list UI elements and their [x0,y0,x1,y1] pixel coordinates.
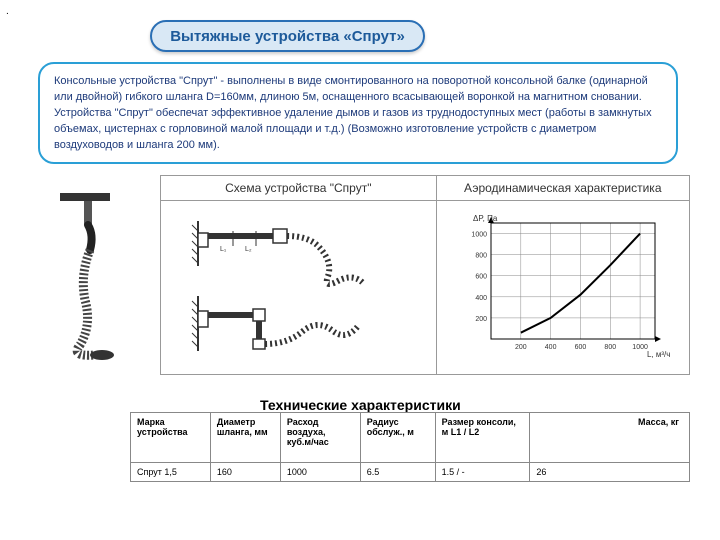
product-image [30,175,160,375]
content-row: Схема устройства "Спрут" Аэродинамическа… [30,175,690,375]
page-title: Вытяжные устройства «Спрут» [170,28,405,45]
schematic-cell: L₁ L₂ [161,200,437,374]
svg-text:200: 200 [475,316,487,323]
diagram-header-right: Аэродинамическая характеристика [436,176,689,201]
corner-dot: . [6,6,9,17]
svg-text:800: 800 [475,252,487,259]
svg-text:L₂: L₂ [245,246,252,253]
spec-d5: 1.5 / - [435,463,530,482]
spec-d2: 160 [210,463,280,482]
spec-d6: 26 [530,463,690,482]
spec-h5: Размер консоли, м L1 / L2 [435,413,530,463]
sprut-device-icon [50,185,140,365]
svg-text:200: 200 [515,344,527,351]
schematic-icon: L₁ L₂ [178,211,418,361]
spec-data-row: Спрут 1,5 160 1000 6.5 1.5 / - 26 [131,463,690,482]
spec-h1: Марка устройства [131,413,211,463]
spec-h2: Диаметр шланга, мм [210,413,280,463]
spec-h6: Масса, кг [530,413,690,463]
spec-h4: Радиус обслуж., м [360,413,435,463]
svg-text:800: 800 [604,344,616,351]
spec-header-row: Марка устройства Диаметр шланга, мм Расх… [131,413,690,463]
spec-d3: 1000 [280,463,360,482]
spec-table: Марка устройства Диаметр шланга, мм Расх… [130,412,690,482]
title-pill: Вытяжные устройства «Спрут» [150,20,425,52]
svg-text:600: 600 [574,344,586,351]
svg-text:1000: 1000 [471,231,487,238]
spec-d4: 6.5 [360,463,435,482]
svg-text:400: 400 [545,344,557,351]
aero-chart-icon: 200 400 600 800 1000 200 400 600 800 1000 ΔP, Па L,… [453,211,673,361]
diagram-header-left: Схема устройства "Спрут" [161,176,437,201]
svg-text:400: 400 [475,295,487,302]
svg-text:L₁: L₁ [220,246,227,253]
svg-text:ΔP, Па: ΔP, Па [473,214,498,223]
diagram-table: Схема устройства "Спрут" Аэродинамическа… [160,175,690,375]
svg-text:600: 600 [475,274,487,281]
spec-h3: Расход воздуха, куб.м/час [280,413,360,463]
svg-text:1000: 1000 [632,344,648,351]
description-box: Консольные устройства "Спрут" - выполнен… [38,62,678,164]
chart-cell: 200 400 600 800 1000 200 400 600 800 1000 ΔP, Па L,… [436,200,689,374]
spec-d1: Спрут 1,5 [131,463,211,482]
svg-text:L, м³/ч: L, м³/ч [647,350,670,359]
